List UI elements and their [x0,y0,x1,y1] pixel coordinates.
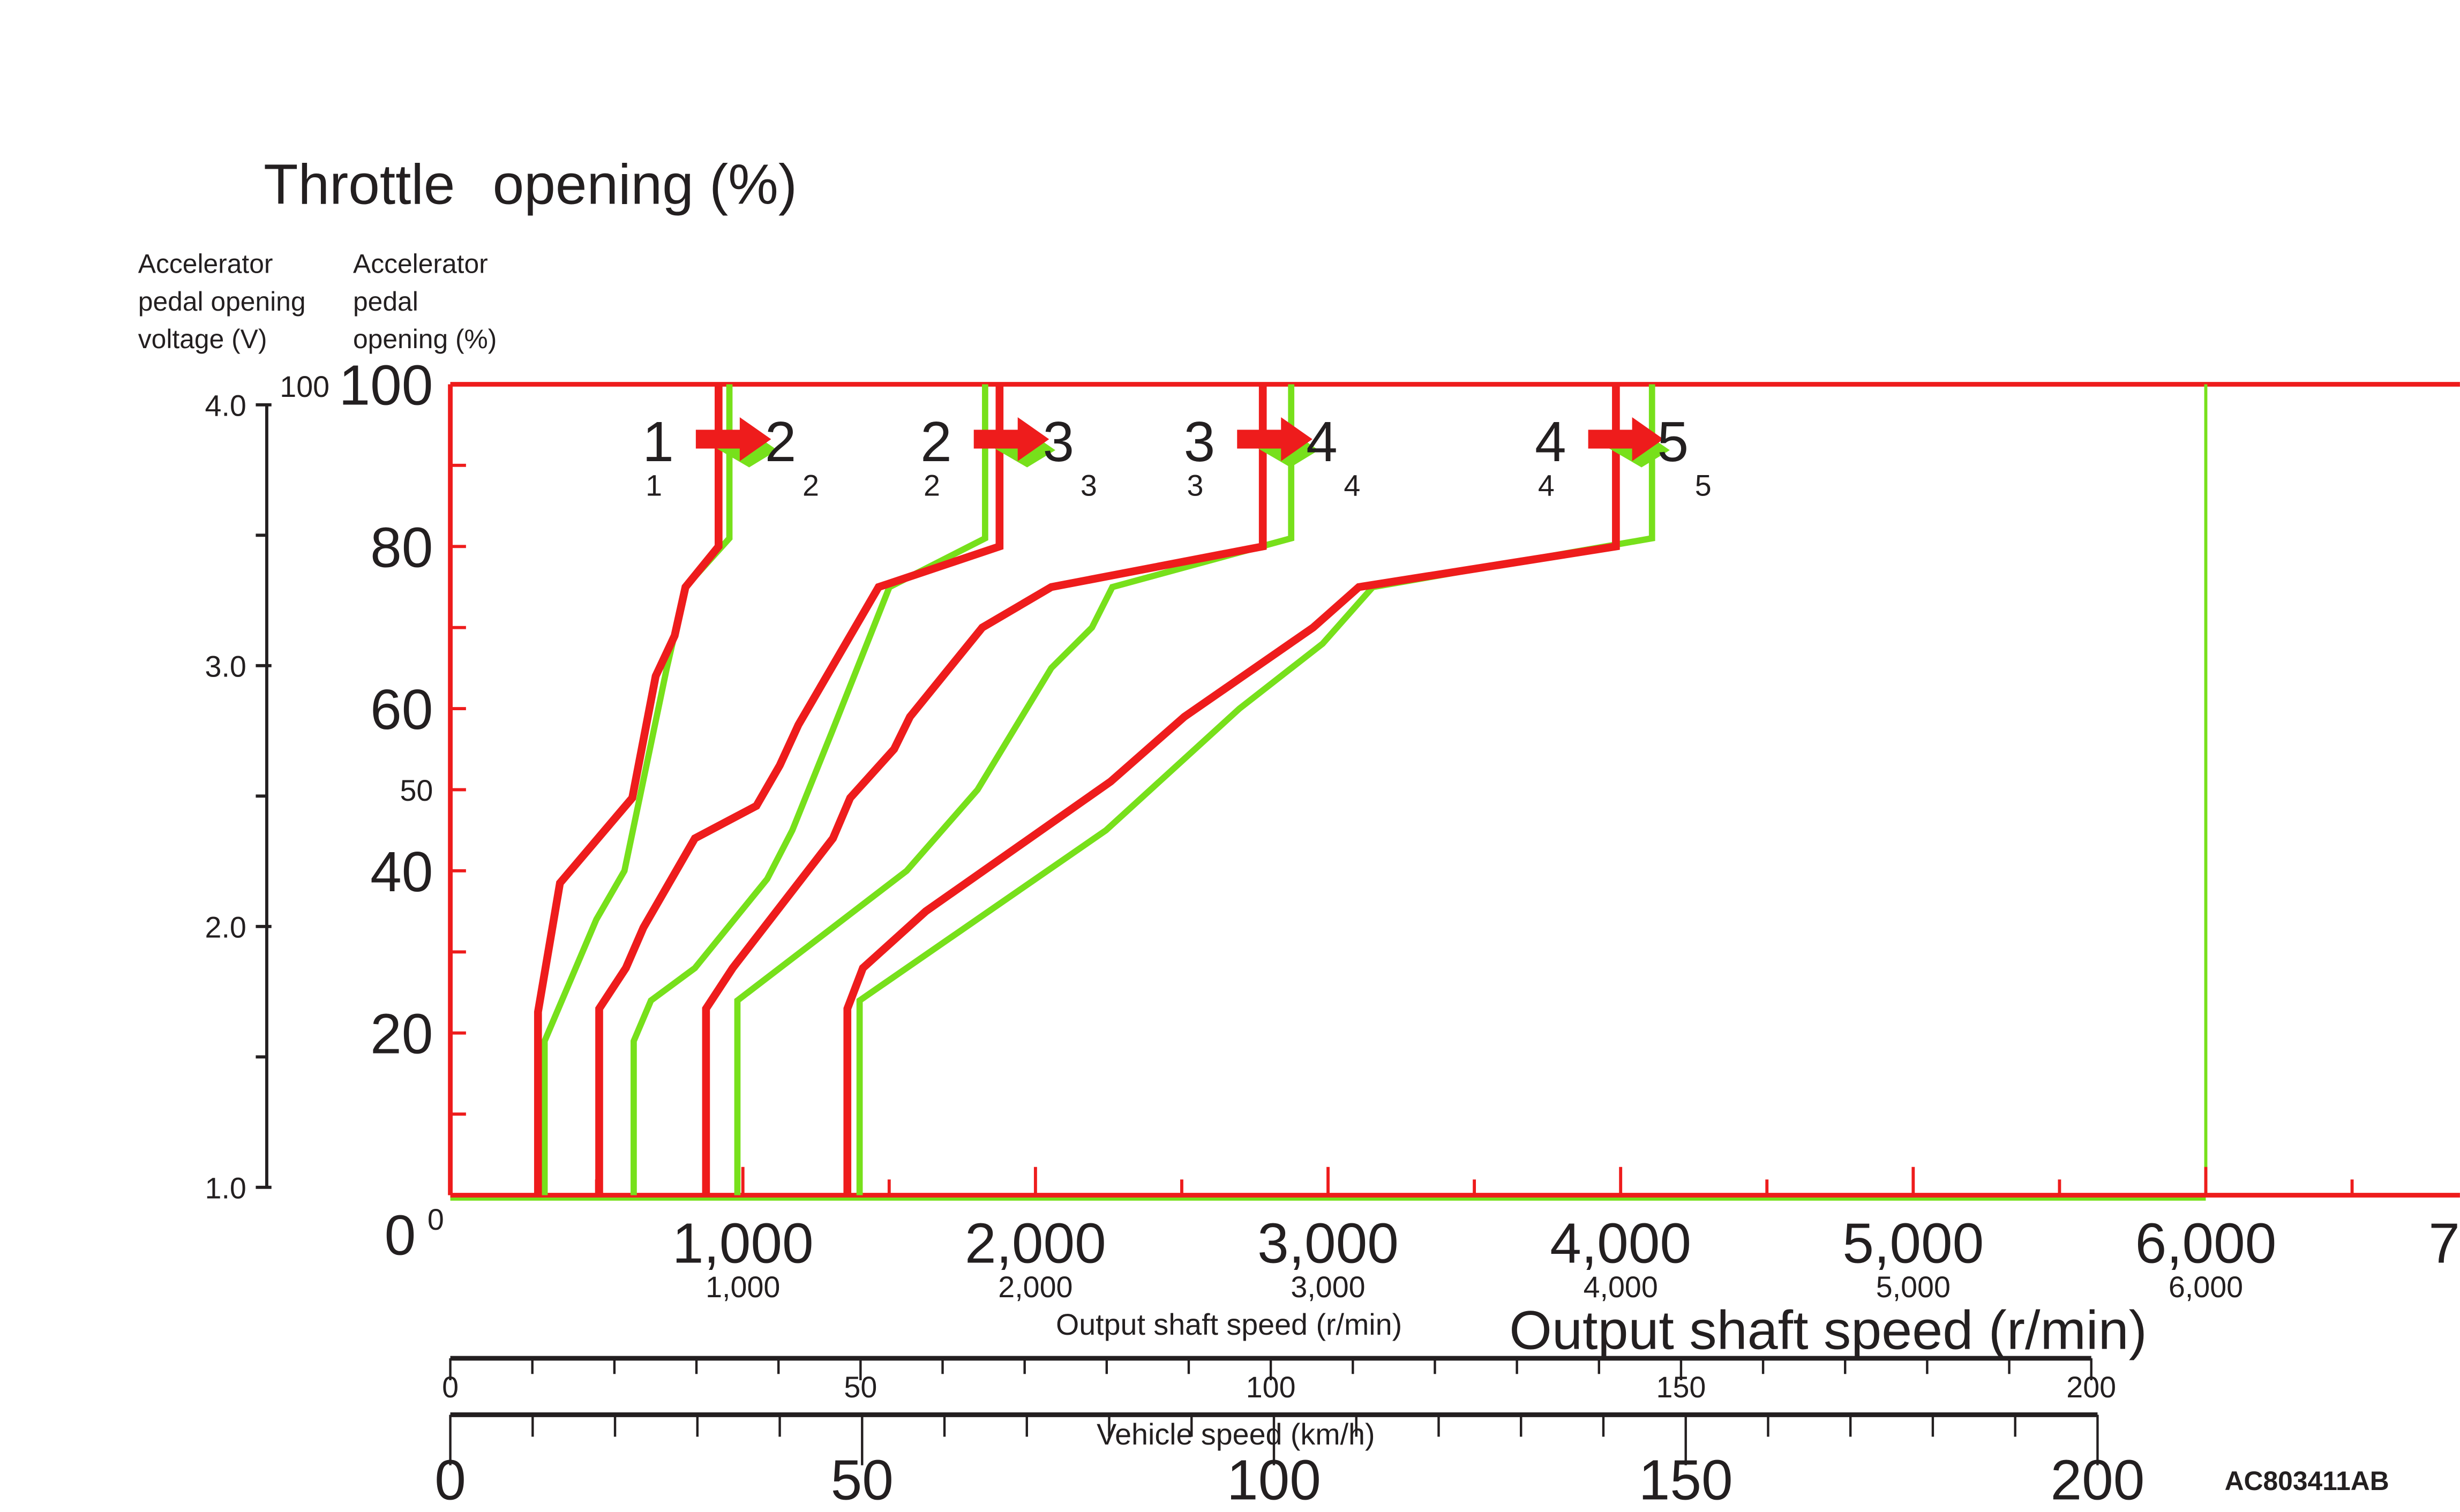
shift-to-label-small: 5 [1695,469,1712,502]
shift-line-2-3-green [631,384,988,1195]
shift-from-label-small: 1 [646,469,662,502]
y-tick-label: 80 [370,516,433,579]
x-tick-label-small: 6,000 [2169,1270,2243,1304]
shift-arrow-icon [1237,417,1312,461]
y-tick-label-small: 0 [428,1203,444,1236]
vehicle-speed-tick-label: 200 [2050,1449,2144,1512]
shift-to-label: 2 [765,411,797,473]
y-tick-label: 60 [370,679,433,741]
voltage-tick-label: 2.0 [205,911,246,944]
shift-arrow-icon [1588,417,1664,461]
shift-arrow-icon [695,417,771,461]
shift-to-label: 3 [1043,411,1075,473]
shift-to-label: 4 [1306,411,1338,473]
x-tick-label: 2,000 [965,1212,1106,1275]
shift-line-4-5-red [843,384,1620,1195]
x-tick-label-small: 1,000 [706,1270,780,1304]
shift-from-label-small: 2 [924,469,940,502]
vehicle-speed-tick-label: 150 [1639,1449,1733,1512]
pedal-label-1: Accelerator [353,249,488,279]
shift-from-label: 1 [642,411,674,473]
x-tick-label: 5,000 [1842,1212,1984,1275]
shift-from-label-small: 3 [1187,469,1204,502]
x-tick-label-small: 3,000 [1291,1270,1365,1304]
y-title-line-2: opening (%) [493,154,797,216]
shift-line-1-2-red [534,384,723,1195]
shift-to-label-small: 4 [1344,469,1360,502]
shift-to-label-small: 2 [802,469,819,502]
x-tick-label-small: 2,000 [998,1270,1072,1304]
x-tick-label: 7 [2428,1212,2460,1275]
y-tick-label: 40 [370,841,433,904]
y-tick-label: 100 [339,355,433,417]
shift-line-2-3-red [595,384,1004,1195]
voltage-tick-label: 1.0 [205,1171,246,1205]
shift-from-label: 2 [920,411,952,473]
x-tick-label: 4,000 [1550,1212,1691,1275]
x-tick-label: 1,000 [672,1212,814,1275]
x-tick-label: 3,000 [1257,1212,1399,1275]
shift-from-label: 4 [1535,411,1566,473]
x-tick-label-small: 4,000 [1584,1270,1658,1304]
shift-from-label-small: 4 [1538,469,1555,502]
voltage-tick-label: 3.0 [205,650,246,683]
shift-to-label-small: 3 [1081,469,1097,502]
y-tick-label: 20 [370,1003,433,1066]
figure-code: AC803411AB [2225,1466,2389,1496]
shift-arrow-icon [973,417,1049,461]
vehicle-speed-tick-label: 150 [1656,1371,1706,1404]
vehicle-speed-tick-label: 0 [434,1449,466,1512]
vehicle-speed-tick-label: 200 [2066,1371,2116,1404]
x-axis-label-large: Output shaft speed (r/min) [1509,1299,2147,1360]
vehicle-speed-tick-label: 100 [1246,1371,1296,1404]
y-tick-label-small: 50 [400,774,433,807]
voltage-tick-label: 4.0 [205,389,246,422]
shift-line-3-4-green [734,384,1295,1195]
pedal-label-2: pedal [353,287,418,317]
voltage-label-3: voltage (V) [138,324,267,354]
x-tick-label-small: 5,000 [1876,1270,1951,1304]
x-axis-label-small: Output shaft speed (r/min) [1056,1308,1402,1341]
x-tick-label: 6,000 [2135,1212,2277,1275]
vehicle-speed-tick-label: 50 [831,1449,894,1512]
shift-to-label: 5 [1657,411,1689,473]
x-tick-label: 0 [385,1205,416,1267]
y-tick-label-small: 100 [280,370,329,403]
shift-line-3-4-red [702,384,1267,1195]
pedal-label-3: opening (%) [353,324,497,354]
vehicle-speed-tick-label: 50 [844,1371,877,1404]
vehicle-speed-label: Vehicle speed (km/h) [1097,1418,1375,1451]
voltage-label-2: pedal opening [138,287,306,317]
vehicle-speed-tick-label: 0 [442,1371,459,1404]
y-title-line-1: Throttle [264,154,455,216]
vehicle-speed-tick-label: 100 [1227,1449,1321,1512]
voltage-label-1: Accelerator [138,249,273,279]
shift-from-label: 3 [1184,411,1216,473]
